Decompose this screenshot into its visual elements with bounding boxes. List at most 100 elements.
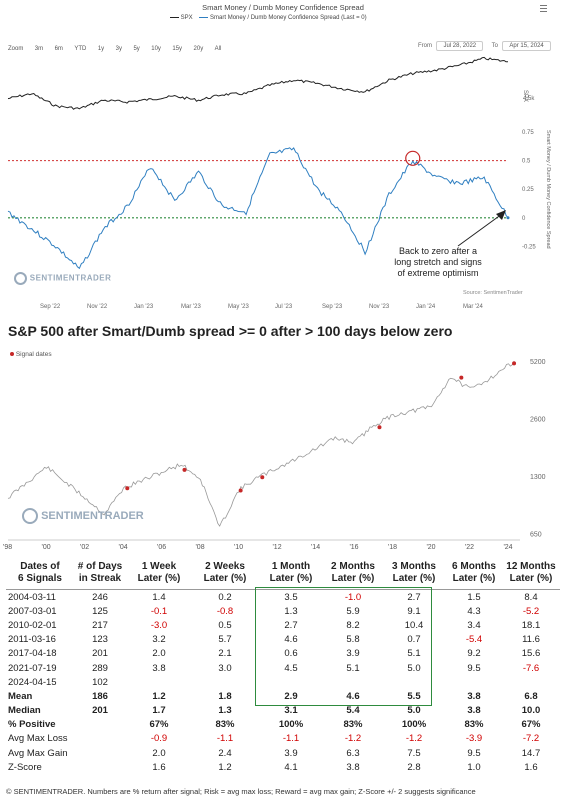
- zoom-button[interactable]: 1y: [97, 46, 105, 52]
- table-cell: 1.3: [218, 705, 232, 717]
- zoom-button[interactable]: 10y: [151, 46, 161, 52]
- zoom-button[interactable]: 3y: [115, 46, 122, 52]
- table-cell: 2.4: [218, 747, 232, 759]
- legend-spread-swatch: [199, 16, 209, 18]
- zoom-button[interactable]: All: [214, 46, 222, 52]
- table-row: 2004-03-11 246 1.4 0.2 3.5 -1.0 2.7 1.5 8.4: [6, 590, 560, 605]
- table-cell: 2021-07-19: [8, 662, 57, 674]
- spread-axis-title: Smart Money / Dumb Money Confidence Spre…: [545, 130, 551, 249]
- table-cell: -0.8: [216, 605, 234, 617]
- table-cell: -0.9: [150, 733, 168, 745]
- table-cell: 1.2: [218, 761, 232, 773]
- table-cell: 100%: [278, 719, 304, 731]
- annotation: Back to zero after a long stretch and si…: [380, 246, 496, 279]
- table-cell: 3.2: [152, 634, 166, 646]
- zoom-button[interactable]: YTD: [74, 46, 87, 52]
- table-cell: 201: [92, 648, 108, 660]
- signal-point: [459, 375, 464, 380]
- table-cell: 2.7: [284, 619, 298, 631]
- from-label: From: [418, 43, 432, 49]
- table-cell: 83%: [343, 719, 363, 731]
- table-cell: [192, 675, 258, 689]
- x-tick-label: Sep '23: [322, 304, 343, 310]
- annotation-line: long stretch and signs: [394, 257, 482, 267]
- column-header: # of Days in Streak: [77, 561, 123, 584]
- table-cell: 3.8: [346, 761, 360, 773]
- x-tick-label: Mar '24: [463, 304, 483, 310]
- table-cell: 1.5: [467, 591, 481, 603]
- x-tick-label: '18: [388, 544, 397, 551]
- summary-row: Z-Score 1.6 1.2 4.1 3.8 2.8 1.0 1.6: [6, 760, 560, 774]
- table-cell: 186: [92, 690, 108, 702]
- table-header-row: Dates of 6 Signals # of Days in Streak 1 Wee…: [6, 557, 560, 590]
- zoom-button[interactable]: 20y: [193, 46, 204, 52]
- signal-point: [260, 475, 265, 480]
- table-cell: 83%: [464, 719, 484, 731]
- table-cell: -7.6: [522, 662, 540, 674]
- table-cell: 125: [92, 605, 108, 617]
- table-cell: Median: [8, 705, 41, 717]
- table-cell: -0.1: [150, 605, 168, 617]
- x-tick-label: '16: [349, 544, 358, 551]
- legend-spread-label[interactable]: Smart Money / Dumb Money Confidence Spre…: [210, 15, 367, 21]
- to-date-input[interactable]: Apr 15, 2024: [502, 41, 551, 51]
- table-cell: 2010-02-01: [8, 619, 57, 631]
- top-chart-plot: Sep '22 Nov '22 Jan '23 Mar '23 May '23 Jul '…: [7, 56, 536, 310]
- watermark-logo: SENTIMENTRADER: [14, 272, 111, 285]
- table-cell: 0.2: [218, 591, 232, 603]
- table-cell: 1.2: [152, 690, 166, 702]
- table-cell: 2.9: [284, 690, 298, 702]
- x-tick-label: Jul '23: [275, 304, 293, 310]
- zoom-button[interactable]: 5y: [133, 46, 140, 52]
- table-cell: 4.1: [284, 761, 298, 773]
- table-cell: Z-Score: [8, 761, 42, 773]
- date-range: From Jul 28, 2022 To Apr 15, 2024: [418, 34, 551, 52]
- top-chart-legend: SPX Smart Money / Dumb Money Confidence …: [170, 15, 367, 21]
- zoom-button[interactable]: 15y: [172, 46, 183, 52]
- table-cell: 6.3: [346, 747, 360, 759]
- chart2-title: S&P 500 after Smart/Dumb spread >= 0 aft…: [8, 323, 453, 339]
- table-cell: 2011-03-16: [8, 634, 56, 646]
- table-cell: [502, 675, 560, 689]
- x-tick-label: Jan '24: [416, 304, 436, 310]
- table-cell: 2.0: [152, 747, 166, 759]
- table-cell: 5.9: [346, 605, 360, 617]
- table-cell: 2024-04-15: [8, 676, 57, 688]
- summary-row: Avg Max Gain 2.0 2.4 3.9 6.3 7.5 9.5 14.7: [6, 746, 560, 760]
- table-cell: 5.0: [407, 705, 421, 717]
- source-label: Source: SentimenTrader: [463, 290, 523, 296]
- table-cell: 201: [92, 705, 108, 717]
- table-cell: 5.7: [218, 634, 232, 646]
- y-tick-label: 650: [530, 531, 542, 538]
- spx-line: [7, 56, 508, 110]
- x-tick-label: Jan '23: [134, 304, 154, 310]
- table-cell: 246: [92, 591, 108, 603]
- menu-icon[interactable]: [540, 3, 547, 14]
- table-cell: 3.5: [284, 591, 298, 603]
- zoom-button[interactable]: 3m: [34, 46, 44, 52]
- spx-axis-title: SPX: [522, 90, 528, 103]
- table-cell: 10.4: [404, 619, 424, 631]
- summary-row: % Positive 67% 83% 100% 83% 100% 83% 67%: [6, 718, 560, 732]
- table-cell: 5.1: [346, 662, 360, 674]
- watermark2-icon: [22, 508, 38, 524]
- x-tick-label: '20: [426, 544, 435, 551]
- table-cell: 2017-04-18: [8, 648, 57, 660]
- table-cell: 0.7: [407, 634, 421, 646]
- zoom-button[interactable]: 6m: [54, 46, 63, 52]
- table-row: 2024-04-15 102: [6, 675, 560, 689]
- legend-spx-label[interactable]: SPX: [180, 15, 193, 21]
- table-cell: 3.1: [284, 705, 298, 717]
- x-tick-label: '10: [234, 544, 243, 551]
- table-row: 2017-04-18 201 2.0 2.1 0.6 3.9 5.1 9.2 15.6: [6, 647, 560, 661]
- table-cell: Mean: [8, 690, 33, 702]
- x-tick-label: May '23: [228, 304, 249, 310]
- spread-line: [7, 147, 509, 270]
- table-cell: 5.0: [407, 662, 421, 674]
- column-header: 1 Month Later (%): [269, 561, 313, 584]
- to-label: To: [491, 43, 498, 49]
- watermark-icon: [14, 272, 27, 285]
- table-cell: [74, 746, 126, 760]
- from-date-input[interactable]: Jul 28, 2022: [436, 41, 484, 51]
- x-tick-label: Sep '22: [40, 304, 61, 310]
